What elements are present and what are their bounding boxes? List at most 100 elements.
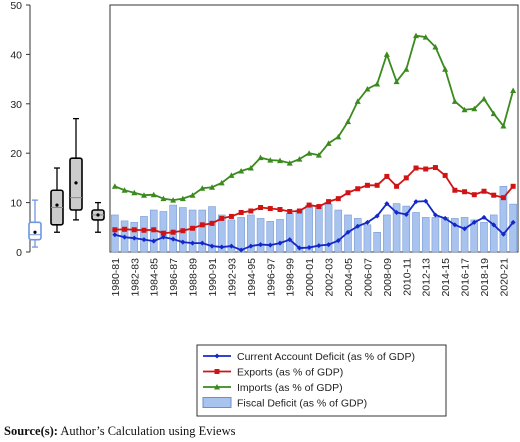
x-tick-label: 2006-07 bbox=[362, 258, 374, 297]
y-tick-label: 10 bbox=[10, 198, 22, 210]
marker bbox=[471, 192, 477, 198]
marker bbox=[481, 188, 487, 194]
marker bbox=[257, 154, 264, 161]
marker bbox=[481, 214, 487, 220]
marker bbox=[413, 199, 419, 205]
marker bbox=[325, 140, 332, 146]
bar bbox=[509, 203, 517, 253]
bar bbox=[383, 214, 391, 253]
marker bbox=[462, 226, 468, 232]
marker bbox=[345, 190, 351, 196]
marker bbox=[315, 152, 322, 158]
x-tick-label: 1998-99 bbox=[285, 258, 297, 297]
marker bbox=[432, 212, 438, 218]
bar bbox=[373, 231, 381, 253]
bar bbox=[363, 224, 372, 253]
marker bbox=[258, 242, 264, 248]
marker bbox=[131, 227, 137, 233]
bar bbox=[499, 186, 508, 253]
bar bbox=[169, 204, 177, 253]
bar bbox=[227, 219, 236, 253]
marker bbox=[364, 182, 370, 188]
marker bbox=[277, 207, 283, 213]
bar bbox=[305, 204, 313, 253]
bar bbox=[266, 221, 275, 253]
marker bbox=[122, 234, 128, 240]
bar bbox=[285, 213, 294, 253]
marker bbox=[462, 189, 468, 195]
legend-swatch bbox=[202, 397, 232, 408]
source: Source(s): Author’s Calculation using Ev… bbox=[4, 424, 235, 439]
legend-label: Imports (as % of GDP) bbox=[237, 382, 343, 394]
marker bbox=[248, 243, 254, 249]
chart: 0 10 20 30 40 50 1980-81 1982-83 1984-85 1986-87 1… bbox=[10, 0, 519, 417]
marker bbox=[190, 240, 196, 246]
marker bbox=[267, 206, 273, 212]
marker bbox=[170, 229, 176, 235]
bar bbox=[256, 218, 265, 253]
bar bbox=[421, 217, 430, 253]
marker bbox=[258, 205, 264, 211]
marker bbox=[491, 222, 497, 228]
legend-label: Exports (as % of GDP) bbox=[237, 367, 343, 379]
marker bbox=[442, 215, 448, 221]
marker bbox=[131, 189, 138, 196]
marker bbox=[461, 106, 468, 113]
marker bbox=[228, 172, 235, 178]
y-tick-label: 20 bbox=[10, 148, 22, 160]
bar bbox=[247, 214, 255, 253]
bar bbox=[402, 205, 411, 253]
marker bbox=[393, 78, 400, 85]
marker bbox=[490, 110, 497, 117]
x-tick-label: 1988-89 bbox=[188, 258, 200, 297]
x-tick-label: 1990-91 bbox=[207, 258, 219, 297]
x-tick-label: 1994-95 bbox=[246, 258, 258, 297]
marker bbox=[160, 234, 166, 240]
bar bbox=[392, 203, 401, 253]
marker bbox=[296, 156, 303, 162]
marker bbox=[287, 208, 293, 214]
marker bbox=[209, 184, 215, 190]
marker bbox=[374, 182, 380, 188]
marker bbox=[180, 239, 186, 245]
bar bbox=[460, 217, 469, 253]
bar bbox=[353, 218, 362, 253]
marker bbox=[112, 232, 118, 238]
marker bbox=[228, 243, 234, 249]
marker bbox=[199, 222, 205, 228]
marker bbox=[500, 195, 506, 201]
y-tick-label: 0 bbox=[16, 247, 22, 259]
marker bbox=[214, 353, 220, 359]
marker bbox=[423, 198, 429, 204]
marker bbox=[199, 240, 205, 246]
y-tick-label: 30 bbox=[10, 99, 22, 111]
plot-frame bbox=[109, 4, 519, 253]
marker bbox=[510, 183, 516, 189]
marker bbox=[287, 237, 293, 243]
marker bbox=[403, 175, 409, 181]
marker bbox=[442, 66, 449, 72]
marker bbox=[432, 165, 438, 171]
marker bbox=[316, 243, 322, 249]
marker bbox=[122, 226, 128, 232]
marker bbox=[471, 105, 478, 112]
marker bbox=[413, 32, 419, 39]
bar bbox=[217, 214, 226, 253]
marker bbox=[131, 235, 137, 241]
x-tick-label: 1984-85 bbox=[149, 258, 161, 297]
marker bbox=[364, 219, 370, 225]
marker bbox=[510, 87, 517, 93]
x-tick-label: 1980-81 bbox=[110, 258, 122, 297]
marker bbox=[209, 220, 215, 226]
marker bbox=[306, 202, 312, 208]
source-text: Author’s Calculation using Eviews bbox=[60, 424, 236, 438]
marker bbox=[481, 95, 487, 102]
marker bbox=[500, 231, 506, 237]
legend-box bbox=[196, 344, 447, 417]
marker bbox=[383, 51, 390, 57]
marker bbox=[180, 228, 186, 234]
marker bbox=[394, 209, 400, 215]
marker bbox=[248, 208, 254, 214]
marker bbox=[141, 192, 147, 198]
legend-label: Current Account Deficit (as % of GDP) bbox=[237, 351, 415, 363]
